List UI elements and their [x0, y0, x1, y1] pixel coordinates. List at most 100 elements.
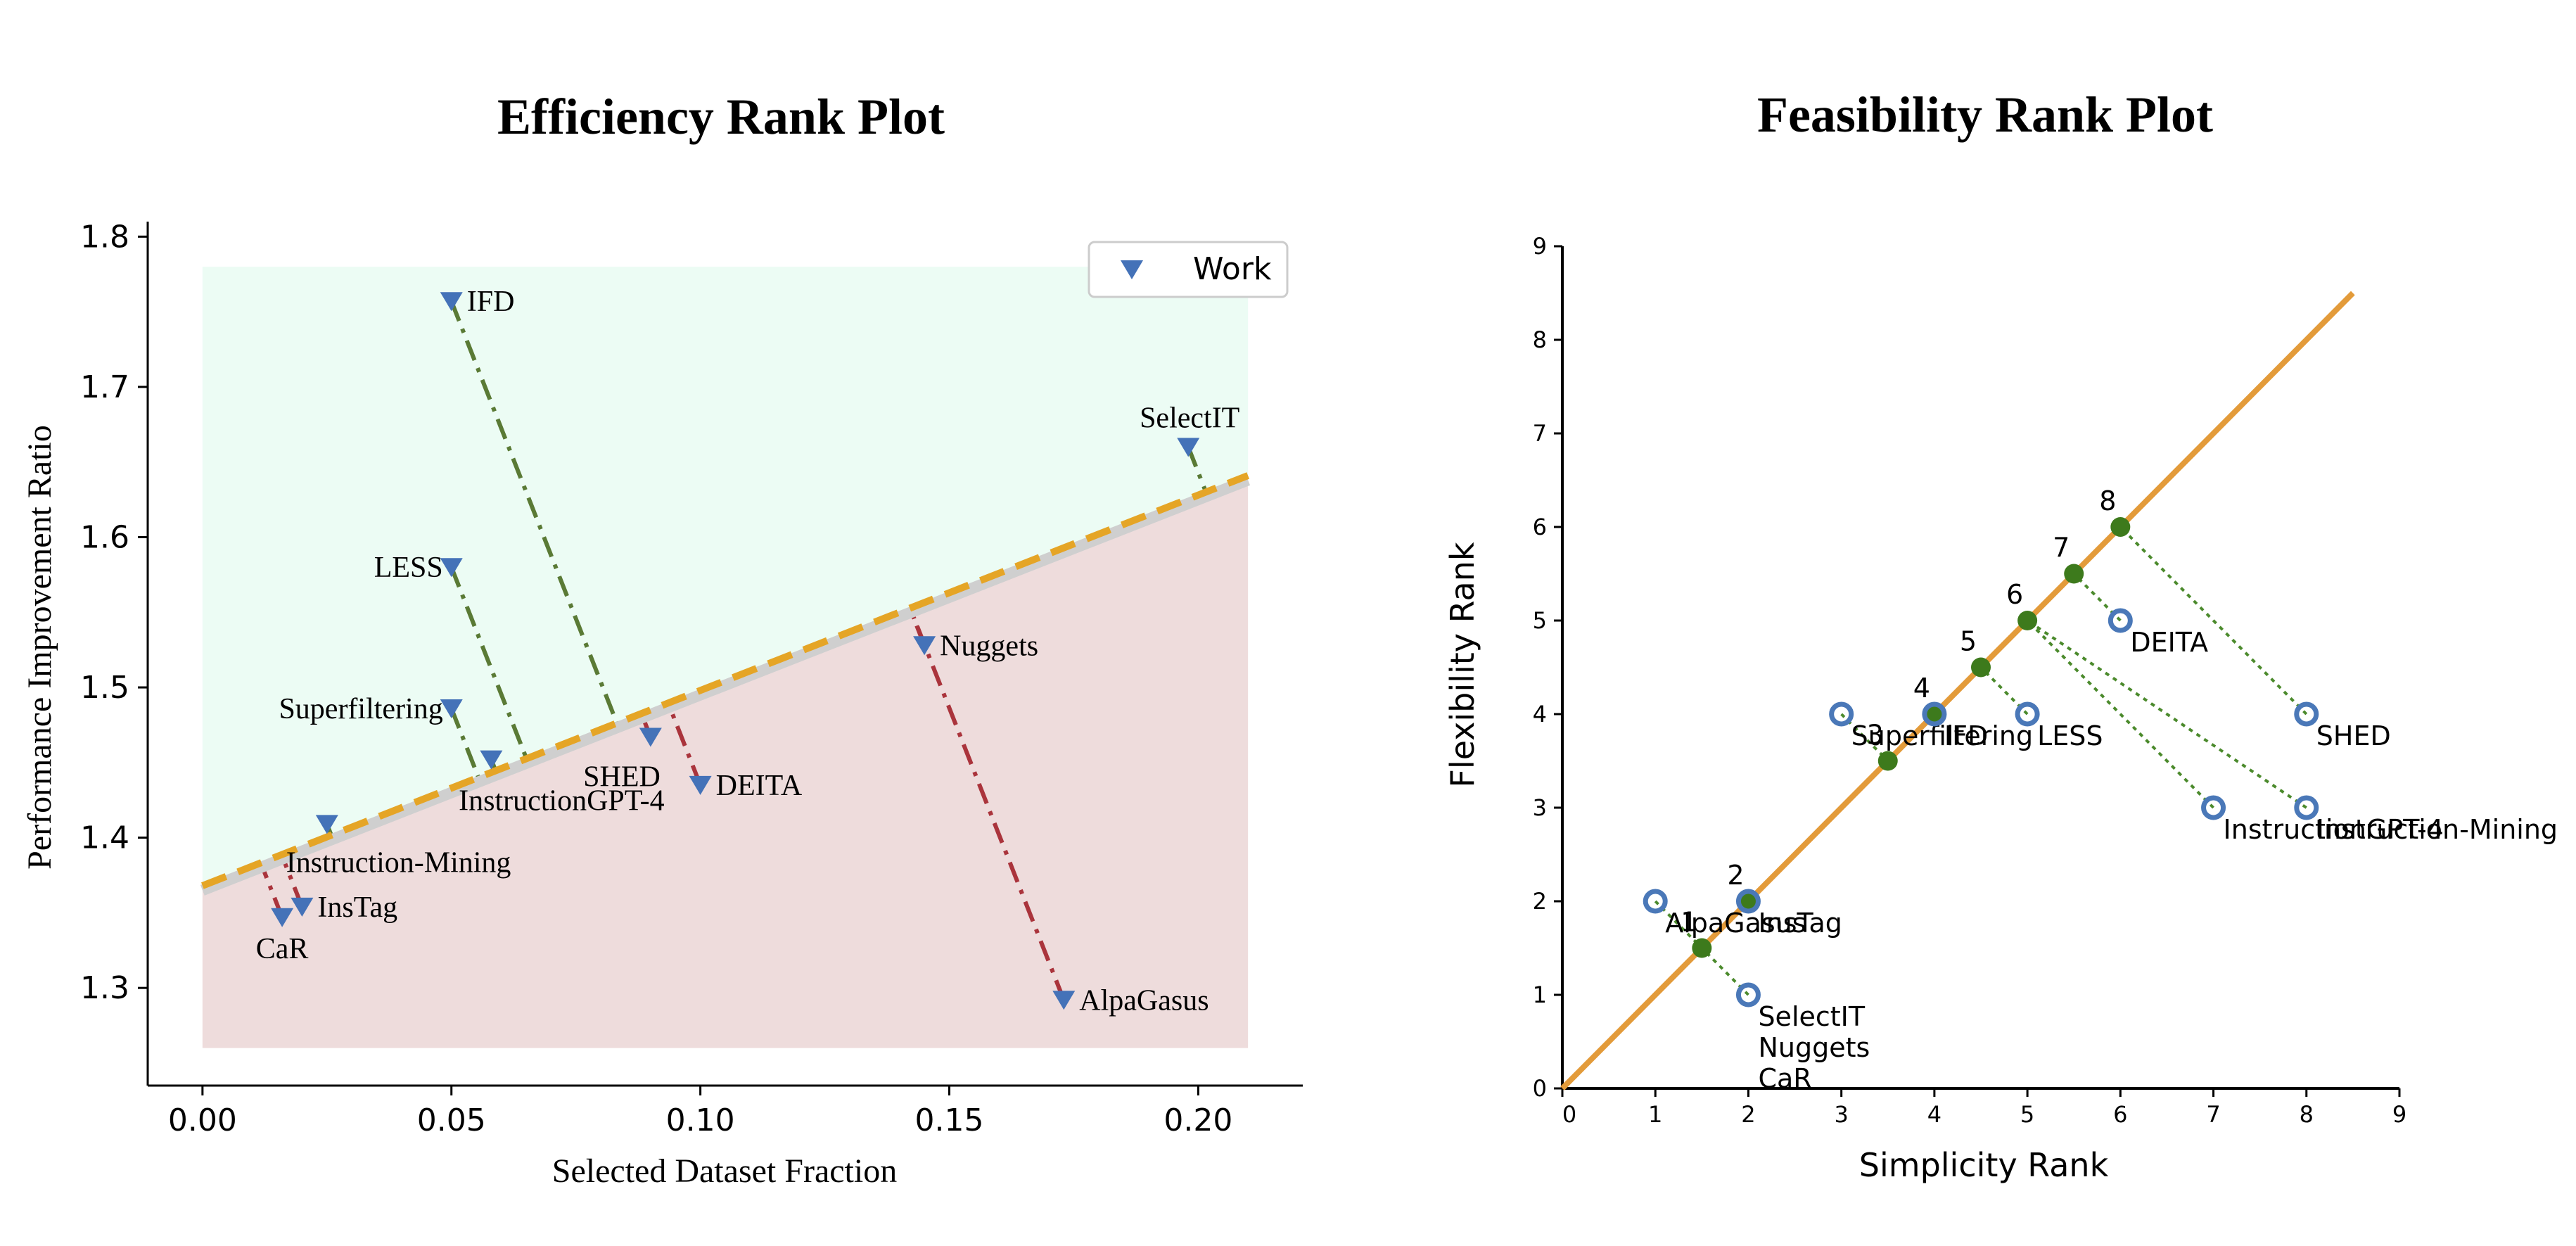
work-marker	[1052, 991, 1076, 1010]
legend-box	[1088, 241, 1289, 298]
efficiency-plot-content: 0.00 0.05 0.10 0.15 0.20 1.3 1.4 1.5 1.6 1.7 1.8 IF…	[80, 219, 1303, 1138]
connector-line	[666, 702, 703, 786]
work-point	[1735, 982, 1761, 1007]
work-marker	[639, 727, 662, 747]
x-tick-label: 9	[2392, 1101, 2406, 1128]
connector-line	[449, 707, 481, 779]
feasibility-plot-title: Feasibility Rank Plot	[1757, 87, 2213, 143]
rank-label: 4	[1913, 673, 1930, 704]
rank-label: 7	[2053, 533, 2070, 564]
x-tick-label: 6	[2113, 1101, 2127, 1128]
work-label: Superfiltering	[279, 693, 442, 725]
work-point	[1829, 701, 1854, 727]
rank-point	[1738, 891, 1759, 911]
y-tick-label: 1	[1533, 981, 1547, 1008]
rank-label: 2	[1727, 860, 1744, 891]
y-tick-label: 2	[1533, 888, 1547, 915]
work-marker	[689, 775, 712, 795]
x-tick-label: 1	[1648, 1101, 1662, 1128]
trend-line	[201, 472, 1249, 889]
work-label: InstructionGPT-4	[2224, 814, 2444, 845]
feasibility-x-axis-label: Simplicity Rank	[1859, 1146, 2109, 1184]
legend-label: Work	[1193, 251, 1272, 287]
work-label: Nuggets	[940, 630, 1038, 662]
efficiency-rank-plot: Efficiency Rank Plot 0.00 0.05 0.10 0.15 0.2…	[21, 89, 1303, 1190]
x-tick-label: 0.00	[168, 1102, 237, 1138]
work-point	[2201, 795, 2226, 820]
rank-point	[1692, 938, 1712, 958]
connector-line	[908, 607, 1066, 1001]
work-label: InstructionGPT-4	[459, 785, 664, 818]
below-line-region	[202, 475, 1249, 1048]
feasibility-rank-plot: Feasibility Rank Plot 0 1 2 3 4 5 6 7 8 901234567…	[1443, 87, 2558, 1184]
work-point	[2015, 701, 2040, 727]
work-point	[1643, 889, 1668, 914]
feasibility-plot-content: 0 1 2 3 4 5 6 7 8 9012345678912345678AlpaGasusIns…	[1533, 233, 2558, 1128]
rank-label: 8	[2099, 485, 2116, 516]
work-label: LESS	[2037, 720, 2103, 751]
x-tick-label: 8	[2300, 1101, 2314, 1128]
work-point	[1922, 701, 1947, 727]
y-tick-label: 1.7	[80, 369, 129, 405]
y-tick-label: 3	[1533, 794, 1547, 821]
connector-line	[449, 566, 529, 760]
rank-point	[2110, 517, 2131, 537]
y-tick-label: 1.6	[80, 519, 129, 555]
x-tick-label: 5	[2020, 1101, 2034, 1128]
work-marker	[315, 815, 338, 834]
work-label: Instruction-Mining	[2316, 814, 2558, 845]
x-tick-label: 0.15	[915, 1102, 984, 1138]
legend: Work	[1088, 241, 1289, 298]
y-tick-label: 4	[1533, 701, 1547, 727]
work-point	[2294, 795, 2319, 820]
work-marker	[291, 897, 314, 917]
work-label: Superfiltering	[1851, 720, 2034, 751]
rank-label: 1	[1681, 907, 1697, 938]
work-label: SHED	[583, 761, 661, 794]
rank-point	[2064, 564, 2084, 584]
x-tick-label: 4	[1927, 1101, 1941, 1128]
x-tick-label: 0	[1562, 1101, 1576, 1128]
x-tick-label: 0.10	[666, 1102, 735, 1138]
rank-connector	[2026, 619, 2214, 809]
x-tick-label: 0.05	[417, 1102, 486, 1138]
x-tick-label: 7	[2206, 1101, 2220, 1128]
x-tick-label: 0.20	[1163, 1102, 1232, 1138]
above-line-region	[202, 267, 1249, 886]
work-label: SelectIT	[1758, 1001, 1865, 1032]
rank-label: 6	[2006, 579, 2023, 610]
rank-connector	[2119, 526, 2308, 716]
rank-point	[1877, 751, 1898, 771]
work-point	[2294, 701, 2319, 727]
work-label: Nuggets	[1758, 1032, 1870, 1063]
work-marker	[1177, 438, 1200, 457]
work-label: AlpaGasus	[1665, 908, 1806, 939]
work-marker	[440, 292, 463, 312]
rank-connector	[2026, 619, 2307, 809]
work-marker	[913, 636, 936, 656]
y-tick-label: 7	[1533, 420, 1547, 447]
y-tick-label: 8	[1533, 326, 1547, 353]
work-label: CaR	[256, 933, 309, 965]
work-point	[1735, 889, 1761, 914]
efficiency-x-axis-label: Selected Dataset Fraction	[552, 1152, 897, 1190]
feasibility-y-axis-label: Flexibility Rank	[1443, 542, 1481, 787]
work-label: SHED	[2316, 720, 2391, 751]
work-label: InsTag	[317, 891, 397, 924]
connector-line	[449, 300, 619, 724]
y-tick-label: 9	[1533, 233, 1547, 260]
y-tick-label: 1.4	[80, 820, 129, 856]
work-label: Instruction-Mining	[286, 846, 511, 879]
y-tick-label: 0	[1533, 1075, 1547, 1102]
rank-point	[1924, 704, 1944, 724]
work-label: DEITA	[2130, 627, 2208, 658]
work-label: SelectIT	[1140, 402, 1239, 434]
legend-marker	[1121, 260, 1143, 279]
x-tick-label: 2	[1741, 1101, 1755, 1128]
y-tick-label: 5	[1533, 607, 1547, 634]
efficiency-plot-title: Efficiency Rank Plot	[497, 89, 945, 145]
rank-point	[1971, 657, 1991, 678]
efficiency-y-axis-label: Performance Improvement Ratio	[21, 425, 58, 870]
connector-line	[1186, 446, 1209, 493]
